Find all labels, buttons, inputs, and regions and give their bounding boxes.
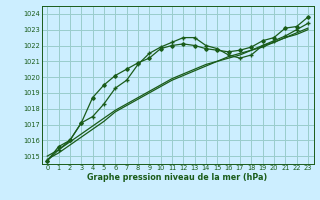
X-axis label: Graphe pression niveau de la mer (hPa): Graphe pression niveau de la mer (hPa) bbox=[87, 173, 268, 182]
